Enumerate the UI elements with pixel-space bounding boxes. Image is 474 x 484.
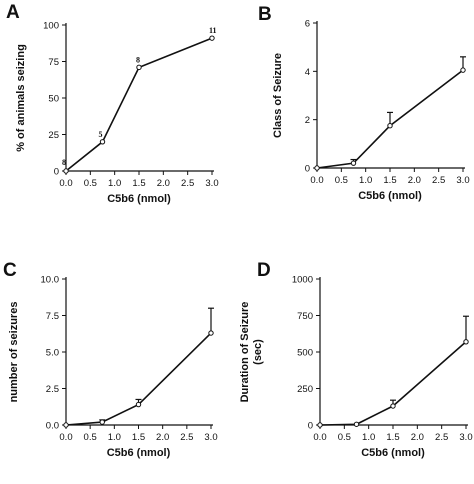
y-axis-title: number of seizures: [8, 302, 20, 403]
x-axis-title: C5b6 (nmol): [107, 447, 171, 459]
panel-letter: D: [257, 260, 271, 281]
data-point: [317, 422, 323, 428]
y-axis-title-line: number of seizures: [8, 302, 20, 403]
y-tick-label: 750: [297, 311, 313, 322]
y-tick-label: 0: [54, 167, 59, 178]
x-tick-label: 2.0: [156, 432, 169, 443]
y-axis-title-line: Duration of Seizure: [239, 302, 251, 403]
chart-panel-b: B 0 2 4 6 0.0 0.5 1.0 1.5 2.0 2.5 3.0 C5b6 (nmol) Cla…: [258, 4, 470, 202]
x-tick-label: 0.0: [310, 175, 323, 186]
x-tick-label: 1.0: [359, 175, 372, 186]
sample-size-label: 8: [62, 158, 66, 167]
x-tick-label: 2.0: [157, 178, 170, 189]
data-point: [353, 421, 360, 427]
y-axis-title: Class of Seizure: [272, 53, 284, 138]
data-point: [209, 35, 215, 41]
data-point: [463, 339, 469, 345]
series-line: [319, 341, 467, 426]
data-point: [99, 139, 106, 145]
y-axis-title-line: % of animals seizing: [15, 44, 27, 152]
sample-size-label: 5: [99, 130, 103, 139]
data-point: [136, 64, 142, 71]
sample-size-label: 11: [209, 26, 217, 35]
y-axis-title: % of animals seizing: [15, 44, 27, 152]
x-tick-label: 2.0: [411, 432, 424, 443]
data-point: [350, 160, 357, 166]
x-tick-label: 1.5: [132, 178, 145, 189]
data-point: [135, 401, 142, 408]
y-tick-label: 0.0: [46, 421, 59, 432]
data-point: [208, 330, 214, 336]
y-tick-label: 50: [48, 94, 59, 105]
y-tick-label: 25: [48, 130, 59, 141]
y-tick-label: 4: [305, 67, 310, 78]
y-axis-title: Duration of Seizure(sec): [239, 302, 264, 403]
y-tick-label: 7.5: [46, 311, 59, 322]
x-tick-label: 3.0: [459, 432, 472, 443]
x-tick-label: 2.5: [180, 432, 193, 443]
x-tick-label: 3.0: [456, 175, 469, 186]
data-point: [314, 165, 320, 171]
x-tick-label: 2.0: [408, 175, 421, 186]
data-point: [387, 123, 393, 129]
x-tick-label: 1.5: [132, 432, 145, 443]
data-point: [460, 67, 466, 73]
y-tick-label: 1000: [292, 275, 313, 286]
data-point: [63, 422, 69, 428]
y-tick-label: 0: [305, 164, 310, 175]
data-point: [390, 403, 396, 409]
y-tick-label: 2: [305, 115, 310, 126]
x-tick-label: 0.0: [313, 432, 326, 443]
y-tick-label: 5.0: [46, 348, 59, 359]
chart-panel-a: A 0 25 50 75 100 0.0 0.5 1.0 1.5 2.0 2.5 3.0 C5b6 (nm…: [6, 2, 219, 205]
x-axis-title: C5b6 (nmol): [361, 447, 425, 459]
x-tick-label: 1.5: [386, 432, 399, 443]
series-line: [316, 69, 464, 169]
x-axis-title: C5b6 (nmol): [107, 193, 171, 205]
x-tick-label: 2.5: [432, 175, 445, 186]
sample-size-label: 8: [136, 55, 140, 64]
x-tick-label: 0.5: [84, 432, 97, 443]
y-axis-title-line: (sec): [252, 339, 264, 365]
panel-letter: C: [3, 260, 17, 281]
y-tick-label: 0: [308, 421, 313, 432]
x-axis-title: C5b6 (nmol): [358, 190, 422, 202]
series-line: [65, 332, 212, 426]
x-tick-label: 2.5: [181, 178, 194, 189]
chart-panel-d: D 0 250 500 750 1000 0.0 0.5 1.0 1.5 2.0 2.5 3.0 C5b6…: [239, 260, 473, 459]
data-point: [63, 168, 69, 174]
y-tick-label: 10.0: [41, 275, 60, 286]
x-tick-label: 1.0: [108, 178, 121, 189]
x-tick-label: 3.0: [205, 178, 218, 189]
chart-panel-c: C 0.0 2.5 5.0 7.5 10.0 0.0 0.5 1.0 1.5 2.0 2.5 3.0 C5…: [3, 260, 218, 459]
panel-letter: A: [6, 2, 20, 23]
x-tick-label: 0.0: [59, 432, 72, 443]
x-tick-label: 1.5: [383, 175, 396, 186]
y-tick-label: 500: [297, 348, 313, 359]
y-axis-title-line: Class of Seizure: [272, 53, 284, 138]
x-tick-label: 3.0: [204, 432, 217, 443]
x-tick-label: 0.0: [59, 178, 72, 189]
y-tick-label: 75: [48, 57, 59, 68]
x-tick-label: 1.0: [108, 432, 121, 443]
x-tick-label: 0.5: [338, 432, 351, 443]
x-tick-label: 0.5: [335, 175, 348, 186]
y-tick-label: 6: [305, 19, 310, 30]
x-tick-label: 1.0: [362, 432, 375, 443]
panel-letter: B: [258, 4, 272, 25]
y-tick-label: 100: [43, 21, 59, 32]
data-point: [99, 419, 105, 425]
x-tick-label: 0.5: [84, 178, 97, 189]
y-tick-label: 250: [297, 384, 313, 395]
y-tick-label: 2.5: [46, 384, 59, 395]
series-line: [65, 37, 213, 172]
x-tick-label: 2.5: [435, 432, 448, 443]
